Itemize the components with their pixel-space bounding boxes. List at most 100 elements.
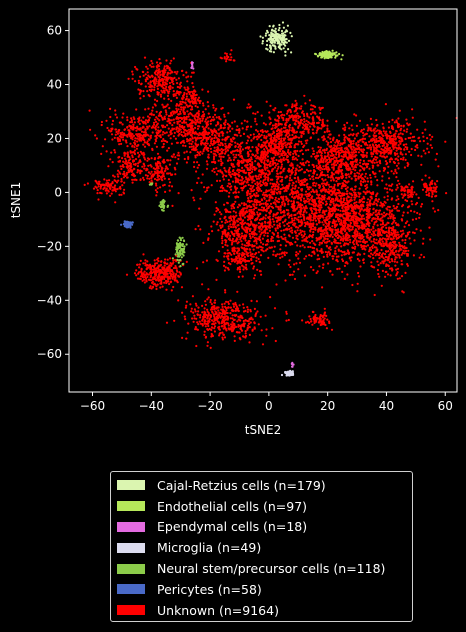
data-point (251, 212, 254, 215)
data-point (384, 253, 387, 256)
data-point (348, 257, 351, 260)
data-point (373, 131, 376, 135)
data-point (384, 132, 387, 135)
data-point (398, 241, 401, 244)
data-point (133, 121, 136, 124)
data-point (426, 142, 429, 145)
data-point (309, 245, 312, 249)
data-point (308, 99, 311, 102)
data-point (298, 250, 301, 253)
data-point (256, 200, 259, 204)
data-point (335, 180, 338, 183)
data-point (270, 188, 273, 191)
data-point (311, 210, 314, 213)
data-point (367, 210, 370, 213)
data-point (362, 214, 365, 217)
data-point (191, 128, 194, 131)
data-point (229, 151, 233, 154)
data-point (334, 241, 337, 244)
data-point (412, 139, 415, 142)
data-point (258, 227, 261, 230)
data-point (372, 257, 375, 260)
data-point (334, 208, 337, 211)
data-point (427, 151, 430, 154)
data-point (338, 235, 341, 238)
data-point (335, 245, 338, 248)
data-point (369, 117, 372, 120)
data-point (274, 183, 277, 186)
data-point (311, 198, 314, 202)
data-point (363, 217, 366, 220)
data-point (352, 212, 355, 215)
data-point (258, 169, 261, 172)
data-point (223, 115, 226, 118)
data-point (365, 232, 368, 235)
data-point (369, 139, 372, 142)
data-point (293, 217, 296, 220)
data-point (310, 190, 313, 193)
data-point (381, 221, 385, 225)
data-point (370, 196, 373, 199)
data-point (257, 214, 260, 217)
data-point (288, 179, 291, 182)
data-point (387, 134, 390, 137)
data-point (282, 209, 286, 212)
data-point (396, 195, 399, 198)
data-point (372, 211, 375, 214)
data-point (303, 274, 307, 277)
data-point (293, 277, 297, 281)
data-point (416, 128, 419, 131)
data-point (193, 132, 196, 135)
data-point (274, 203, 277, 206)
data-point (397, 250, 400, 253)
data-point (289, 176, 292, 180)
data-point (144, 131, 147, 134)
data-point (381, 175, 384, 178)
data-point (191, 148, 194, 151)
data-point (260, 273, 263, 276)
data-point (172, 153, 175, 156)
data-point (405, 118, 408, 121)
data-point (126, 119, 129, 122)
data-point (268, 211, 271, 214)
data-point (406, 122, 409, 125)
data-point (214, 150, 217, 153)
data-point (194, 123, 197, 126)
data-point (277, 218, 280, 221)
data-point (287, 221, 291, 224)
data-point (130, 121, 134, 124)
data-point (167, 127, 170, 130)
data-point (301, 158, 304, 161)
data-point (370, 155, 373, 158)
data-point (381, 220, 384, 223)
data-point (295, 153, 298, 156)
data-point (360, 226, 363, 229)
data-point (389, 149, 392, 152)
data-point (266, 232, 269, 235)
data-point (249, 235, 252, 238)
data-point (346, 226, 349, 229)
data-point (212, 104, 215, 107)
data-point (218, 153, 221, 156)
data-point (359, 180, 363, 183)
data-point (388, 246, 391, 249)
data-point (337, 255, 340, 258)
data-point (273, 192, 276, 195)
data-point (226, 135, 229, 138)
data-point (184, 144, 187, 148)
data-point (224, 150, 227, 153)
data-point (245, 207, 248, 210)
data-point (331, 225, 334, 228)
data-point (222, 178, 225, 181)
data-point (288, 193, 291, 196)
data-point (335, 220, 338, 223)
data-point (312, 117, 315, 120)
data-point (368, 248, 371, 251)
data-point (255, 256, 258, 259)
data-point (282, 118, 285, 122)
data-point (290, 179, 293, 182)
data-point (370, 240, 373, 243)
data-point (281, 255, 284, 258)
data-point (205, 160, 208, 163)
data-point (229, 159, 232, 162)
